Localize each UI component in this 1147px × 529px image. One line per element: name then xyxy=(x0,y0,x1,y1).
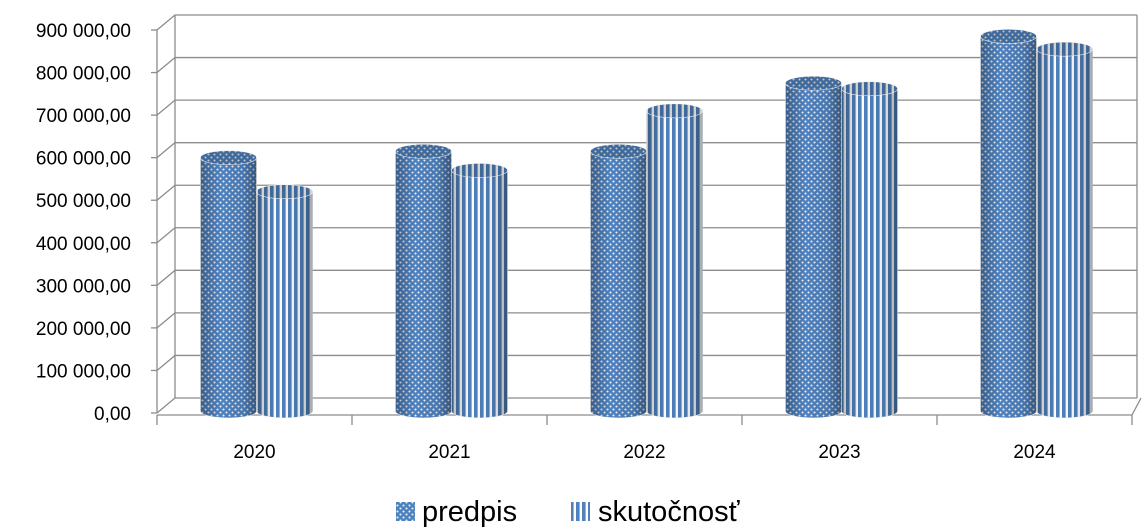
bar-predpis-2023 xyxy=(785,75,842,419)
y-tick-label: 300 000,00 xyxy=(36,276,131,297)
cylinder-shading xyxy=(200,157,257,418)
x-tick-label: 2024 xyxy=(1013,442,1056,463)
cylinder-top-shade xyxy=(1036,42,1093,57)
cylinder-shading xyxy=(590,151,647,419)
cylinder-top-shade xyxy=(646,103,703,118)
bar-skutocnost-2020 xyxy=(256,184,313,419)
y-tick-label: 800 000,00 xyxy=(36,64,131,85)
cylinder-top xyxy=(841,81,898,97)
cylinder-top-shade xyxy=(980,29,1037,44)
x-tick-label: 2021 xyxy=(428,442,470,463)
cylinder-shading xyxy=(256,191,313,418)
gridline xyxy=(156,14,1137,31)
legend-label-skutocnost: skutočnosť xyxy=(598,496,741,528)
y-tick-label: 900 000,00 xyxy=(36,21,131,42)
bar-predpis-2024 xyxy=(980,29,1037,419)
cylinder-top-shade xyxy=(451,163,508,178)
y-tick-label: 600 000,00 xyxy=(36,149,131,170)
y-tick-label: 100 000,00 xyxy=(36,361,131,382)
cylinder-top-shade xyxy=(841,81,898,96)
legend-label-predpis: predpis xyxy=(422,496,517,528)
legend-item-skutocnost: skutočnosť xyxy=(571,496,741,528)
y-tick-label: 0,00 xyxy=(94,404,131,425)
cylinder-top xyxy=(980,29,1037,44)
cylinder-top-shade xyxy=(200,150,257,165)
bar-skutocnost-2022 xyxy=(646,103,703,419)
bar-predpis-2022 xyxy=(590,143,647,419)
cylinder-top-shade xyxy=(256,184,313,199)
y-tick-label: 200 000,00 xyxy=(36,319,131,340)
cylinder-top xyxy=(646,103,703,119)
cylinder-top xyxy=(785,75,842,91)
gridline xyxy=(156,56,1137,74)
cylinder-top-shade xyxy=(395,144,452,159)
cylinder-shading xyxy=(646,110,703,418)
cylinder-shading xyxy=(1036,49,1093,419)
bar-predpis-2020 xyxy=(200,150,257,419)
bar-skutocnost-2021 xyxy=(451,163,508,419)
y-tick-label: 400 000,00 xyxy=(36,234,131,255)
legend-item-predpis: predpis xyxy=(396,496,517,528)
x-tick-label: 2023 xyxy=(818,442,860,463)
cylinder-top xyxy=(256,184,313,200)
cylinder-top-shade xyxy=(590,144,647,159)
y-tick-label: 700 000,00 xyxy=(36,106,131,127)
cylinder-shading xyxy=(395,151,452,418)
cylinder-shading xyxy=(841,88,898,418)
bar-skutocnost-2024 xyxy=(1036,41,1093,419)
x-tick-label: 2020 xyxy=(233,442,275,463)
floor-right-edge xyxy=(1131,397,1142,416)
cylinder-shading xyxy=(451,170,508,418)
x-tick-label: 2022 xyxy=(623,442,665,463)
cylinder-top xyxy=(1036,41,1093,57)
cylinder-top xyxy=(395,143,452,159)
legend-swatch-skutocnost xyxy=(571,502,590,521)
y-tick-label: 500 000,00 xyxy=(36,191,131,212)
x-axis-tick-labels: 2020 2021 2022 2023 2024 xyxy=(233,442,1056,463)
bar-predpis-2021 xyxy=(395,143,452,419)
cylinder-shading xyxy=(785,83,842,418)
cylinder-top xyxy=(451,163,508,178)
axes xyxy=(151,29,1142,425)
legend-swatch-predpis xyxy=(396,502,415,521)
cylinder-shading xyxy=(980,36,1037,419)
y-axis-tick-labels: 0,00 100 000,00 200 000,00 300 000,00 400 00… xyxy=(36,21,131,425)
bar-skutocnost-2023 xyxy=(841,81,898,419)
bars xyxy=(200,29,1093,419)
cylinder-top-shade xyxy=(785,76,842,91)
cylinder-top xyxy=(200,150,257,165)
legend: predpis skutočnosť xyxy=(396,496,741,528)
